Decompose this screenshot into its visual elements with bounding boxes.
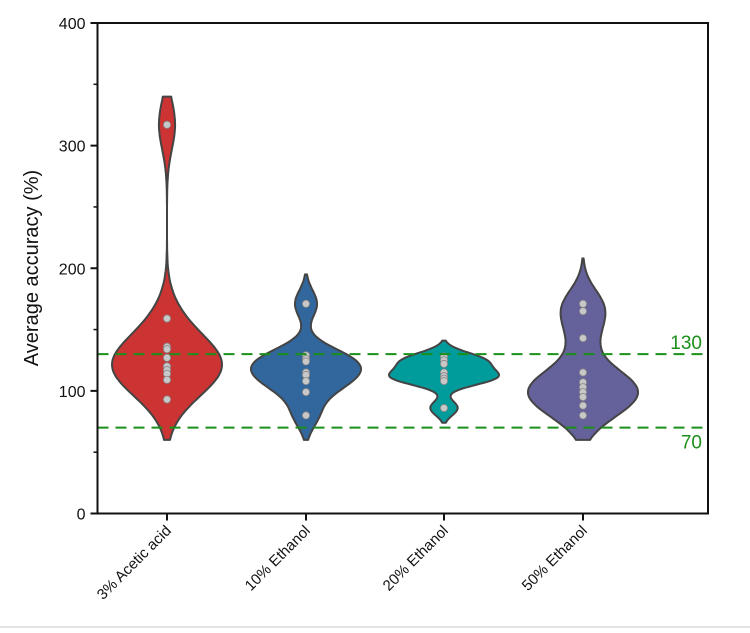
violin-4: [527, 257, 639, 441]
data-point: [162, 353, 171, 362]
data-point: [439, 404, 448, 413]
data-point: [579, 307, 588, 316]
data-point: [579, 401, 588, 410]
data-point: [162, 120, 171, 129]
reference-label: 70: [681, 433, 702, 454]
divider: [0, 626, 750, 628]
data-point: [579, 334, 588, 343]
x-tick-label: 20% Ethanol: [380, 522, 452, 594]
data-points: [162, 120, 588, 420]
y-axis-label: Average accuracy (%): [21, 170, 43, 366]
data-point: [579, 393, 588, 402]
data-point: [579, 411, 588, 420]
x-tick-label: 50% Ethanol: [519, 522, 591, 594]
reference-label: 130: [670, 333, 702, 354]
data-point: [162, 345, 171, 354]
x-tick-label: 3% Acetic acid: [94, 522, 175, 603]
data-point: [439, 359, 448, 368]
plot-frame: [96, 22, 709, 515]
y-tick-label: 100: [59, 384, 86, 401]
data-point: [439, 377, 448, 386]
data-point: [579, 299, 588, 308]
data-point: [301, 388, 310, 397]
violins: [111, 95, 639, 441]
data-point: [162, 395, 171, 404]
data-point: [162, 314, 171, 323]
data-point: [162, 375, 171, 384]
reference-lines: 130 70: [97, 333, 708, 454]
x-tick-label: 10% Ethanol: [242, 522, 314, 594]
data-point: [301, 357, 310, 366]
y-tick-label: 200: [59, 261, 86, 278]
violin-1: [111, 95, 223, 441]
y-tick-label: 300: [59, 139, 86, 156]
y-tick-label: 400: [59, 16, 86, 33]
x-axis: 3% Acetic acid 10% Ethanol 20% Ethanol 50% …: [94, 513, 591, 603]
data-point: [301, 377, 310, 386]
data-point: [301, 299, 310, 308]
data-point: [301, 411, 310, 420]
data-point: [579, 368, 588, 377]
y-axis: 0 100 200 300 400: [59, 16, 98, 524]
y-tick-label: 0: [77, 507, 86, 524]
